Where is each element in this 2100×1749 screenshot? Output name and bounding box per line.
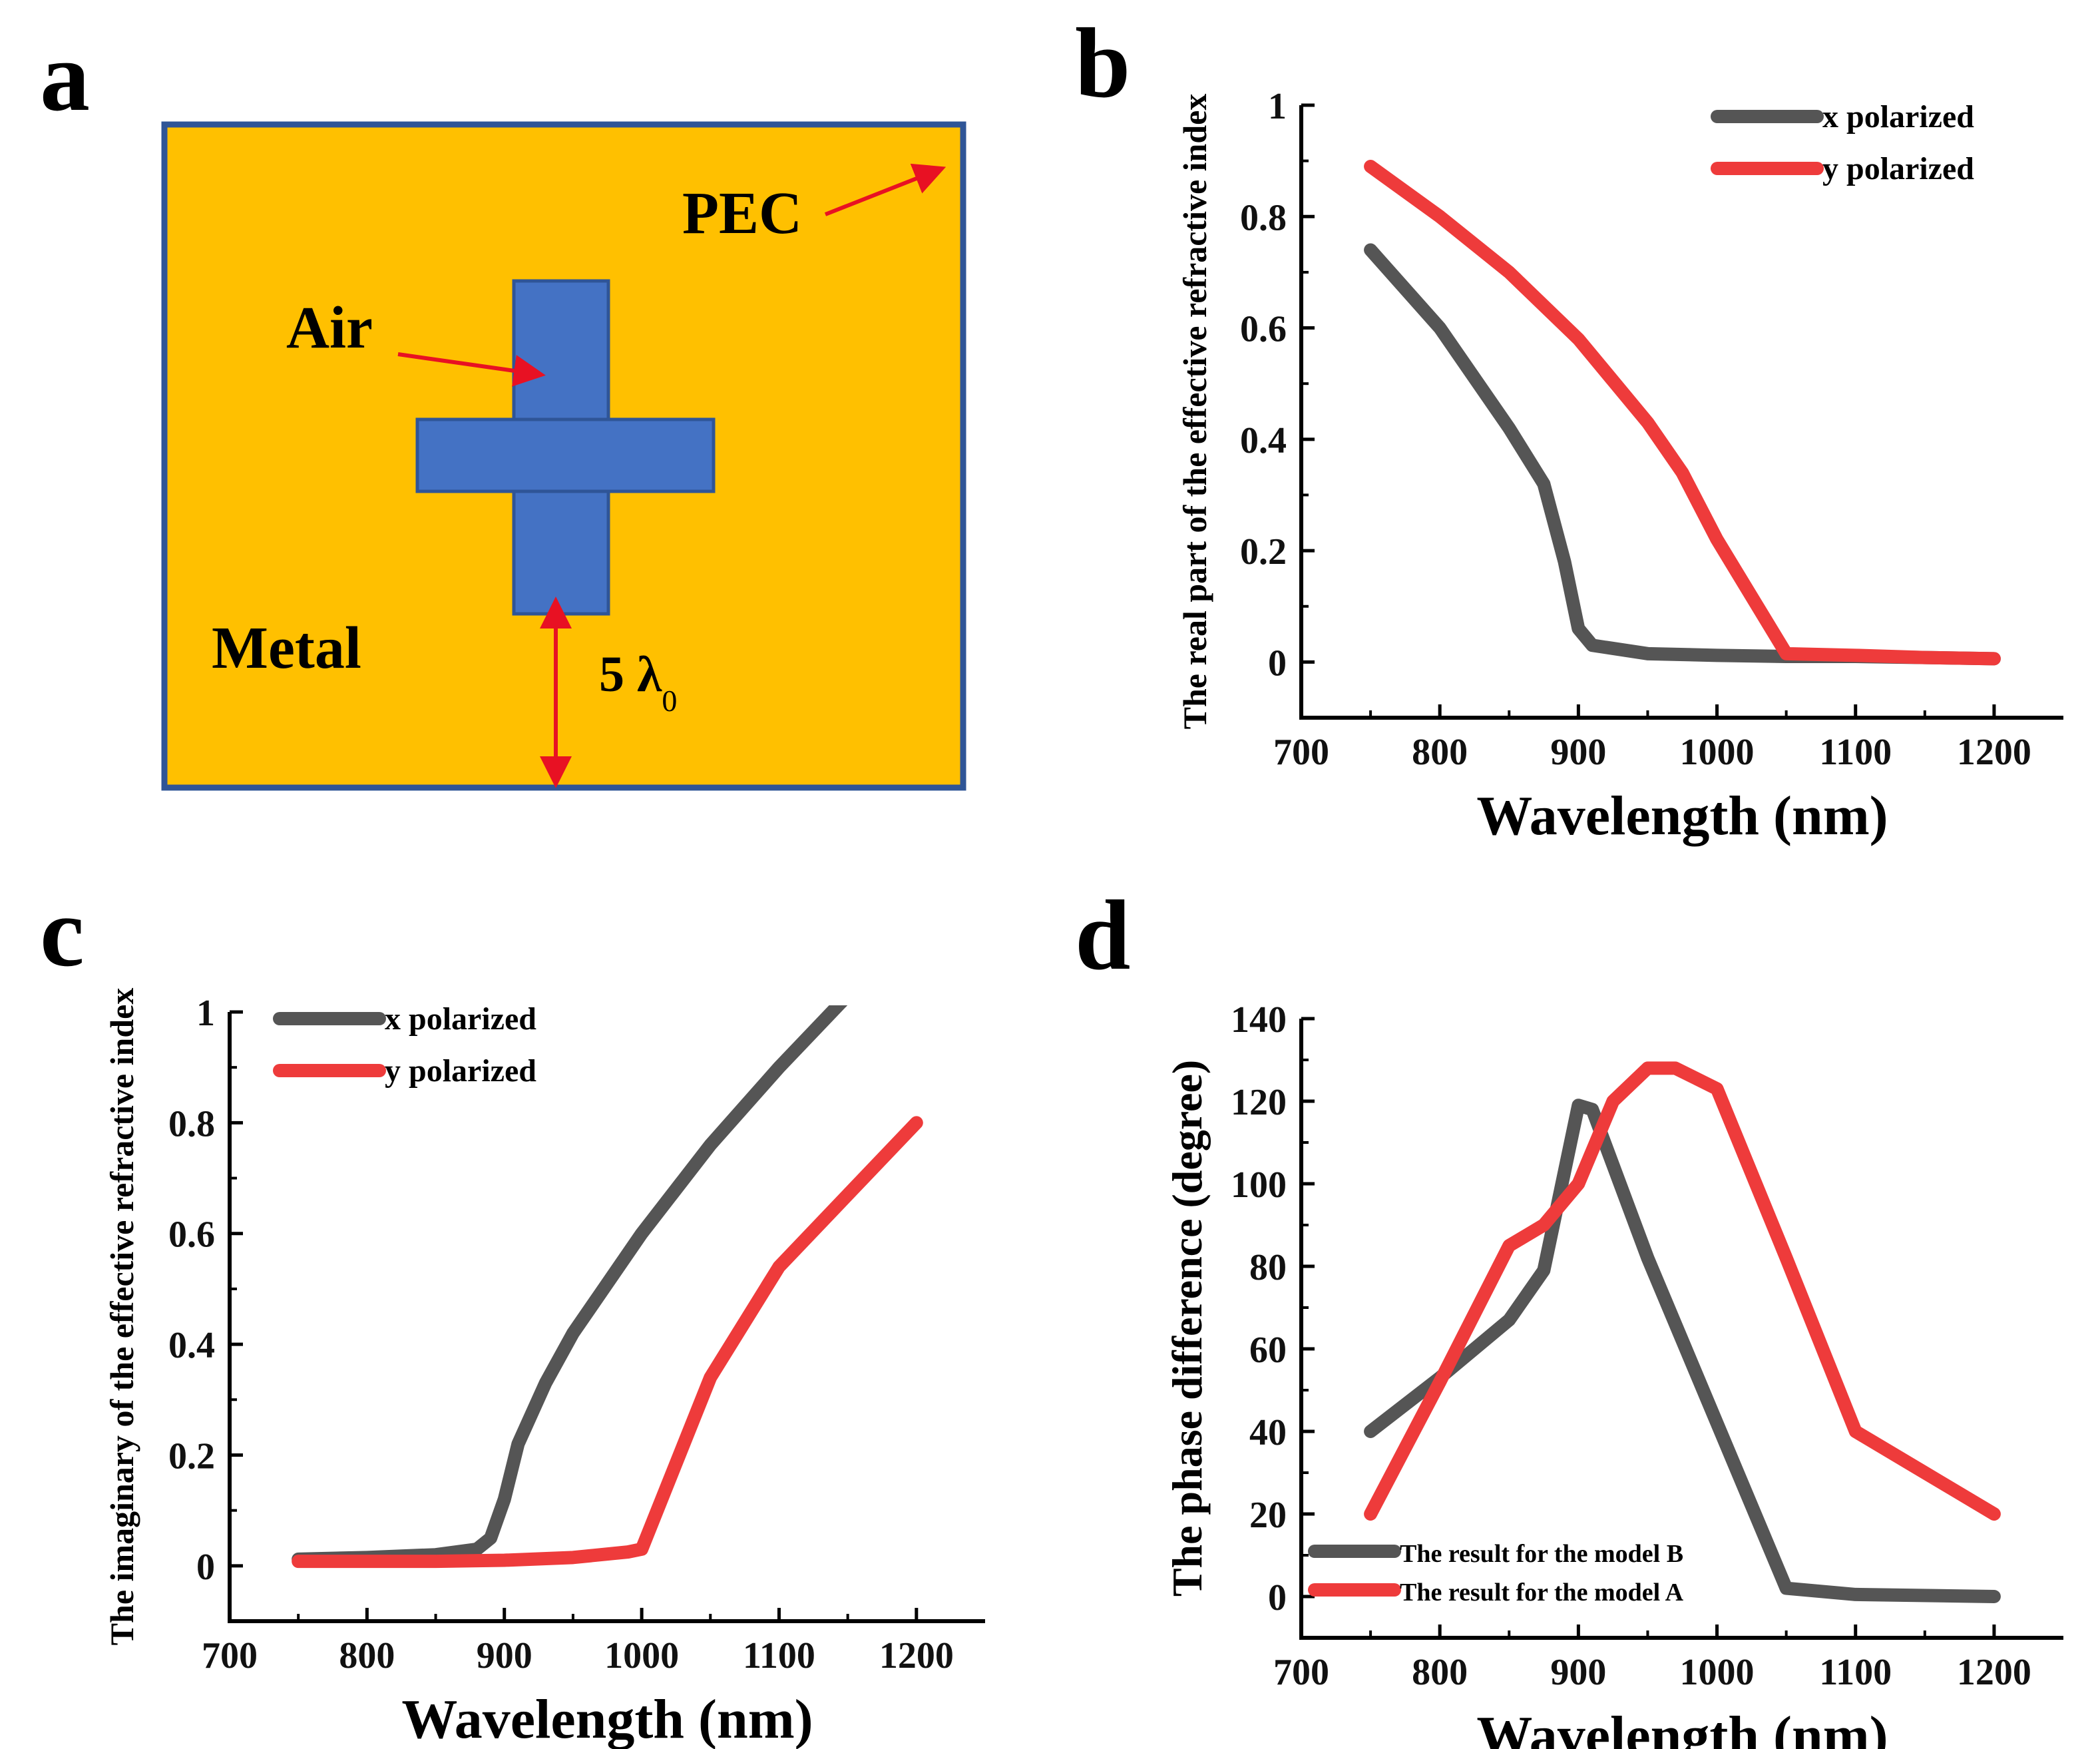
pec-arrow (824, 163, 946, 216)
x-tick-label: 1200 (1957, 732, 2031, 773)
y-tick-label: 120 (1231, 1082, 1287, 1123)
y-tick-label: 140 (1231, 999, 1287, 1041)
legend-label: y polarized (385, 1053, 536, 1089)
x-tick-label: 1200 (879, 1635, 954, 1676)
waveguide-diagram: PEC Air Metal 5 λ0 (161, 121, 966, 791)
y-tick-label: 0 (1268, 642, 1287, 684)
y-axis-label: The real part of the effective refractiv… (1176, 94, 1213, 730)
air-arrow (397, 352, 546, 387)
panel-label-c: c (40, 877, 85, 987)
y-tick-label: 100 (1231, 1164, 1287, 1206)
x-tick-label: 1000 (1680, 732, 1755, 773)
x-tick-label: 700 (1273, 732, 1329, 773)
panel-label-d: d (1075, 880, 1131, 991)
plot-c: 700 800 900 1000 1100 1200 0 0.2 0.4 0.6 0.8 1 Wavel… (103, 988, 985, 1749)
pec-label: PEC (682, 180, 802, 246)
x-axis-label: Wavelength (nm) (401, 1688, 813, 1749)
y-tick-label: 20 (1249, 1495, 1287, 1536)
series-line-the-result-for-the-model-b (1364, 1099, 2001, 1603)
x-tick-label: 1000 (604, 1635, 679, 1676)
series-line-y-polarized (1364, 160, 2001, 666)
x-tick-label: 900 (477, 1635, 532, 1676)
x-tick-label: 1100 (1819, 1652, 1892, 1693)
y-axis-label: The phase difference (degree) (1163, 1060, 1211, 1597)
metal-label: Metal (212, 615, 361, 681)
y-tick-label: 80 (1249, 1247, 1287, 1288)
y-tick-label: 60 (1249, 1330, 1287, 1371)
y-tick-label: 1 (196, 993, 215, 1034)
x-tick-label: 1000 (1680, 1652, 1755, 1693)
x-tick-label: 1100 (1819, 732, 1892, 773)
y-tick-label: 0.2 (1240, 531, 1287, 573)
y-tick-label: 0 (196, 1547, 215, 1588)
x-axis-label: Wavelength (nm) (1476, 785, 1888, 847)
y-tick-label: 0.8 (1240, 197, 1287, 238)
legend-label: x polarized (1822, 99, 1974, 134)
y-tick-label: 0.6 (168, 1214, 215, 1256)
y-axis-label: The imaginary of the effective refractiv… (103, 988, 140, 1646)
x-axis-label: Wavelength (nm) (1476, 1705, 1888, 1749)
x-tick-label: 900 (1550, 732, 1606, 773)
x-tick-label: 700 (1273, 1652, 1329, 1693)
series-line-the-result-for-the-model-a (1364, 1061, 2001, 1521)
x-tick-label: 800 (1412, 732, 1468, 773)
plot-d: 700 800 900 1000 1100 1200 0 20 40 60 80 100 120 140 W… (1163, 999, 2063, 1749)
y-tick-label: 1 (1268, 86, 1287, 127)
y-tick-label: 0.6 (1240, 309, 1287, 350)
legend-label: y polarized (1822, 151, 1974, 186)
panel-label-b: b (1075, 8, 1131, 119)
y-tick-label: 0.8 (168, 1103, 215, 1144)
x-tick-label: 1100 (743, 1635, 815, 1676)
series-line-y-polarized (292, 1116, 923, 1569)
x-tick-label: 700 (202, 1635, 258, 1676)
x-tick-label: 1200 (1957, 1652, 2031, 1693)
y-tick-label: 40 (1249, 1412, 1287, 1453)
distance-label: 5 λ0 (599, 646, 677, 718)
x-tick-label: 800 (1412, 1652, 1468, 1693)
x-tick-label: 900 (1550, 1652, 1606, 1693)
y-tick-label: 0.4 (1240, 420, 1287, 461)
y-tick-label: 0.2 (168, 1435, 215, 1477)
air-label: Air (286, 295, 373, 361)
panel-label-a: a (40, 21, 90, 132)
legend-label: The result for the model B (1400, 1540, 1683, 1568)
y-tick-label: 0 (1268, 1577, 1287, 1619)
y-tick-label: 0.4 (168, 1325, 215, 1366)
plot-b: 700 800 900 1000 1100 1200 0 0.2 0.4 0.6 0.8 1 Wavel… (1176, 86, 2063, 847)
x-tick-label: 800 (339, 1635, 395, 1676)
legend-label: The result for the model A (1400, 1579, 1684, 1607)
legend-label: x polarized (385, 1001, 536, 1037)
